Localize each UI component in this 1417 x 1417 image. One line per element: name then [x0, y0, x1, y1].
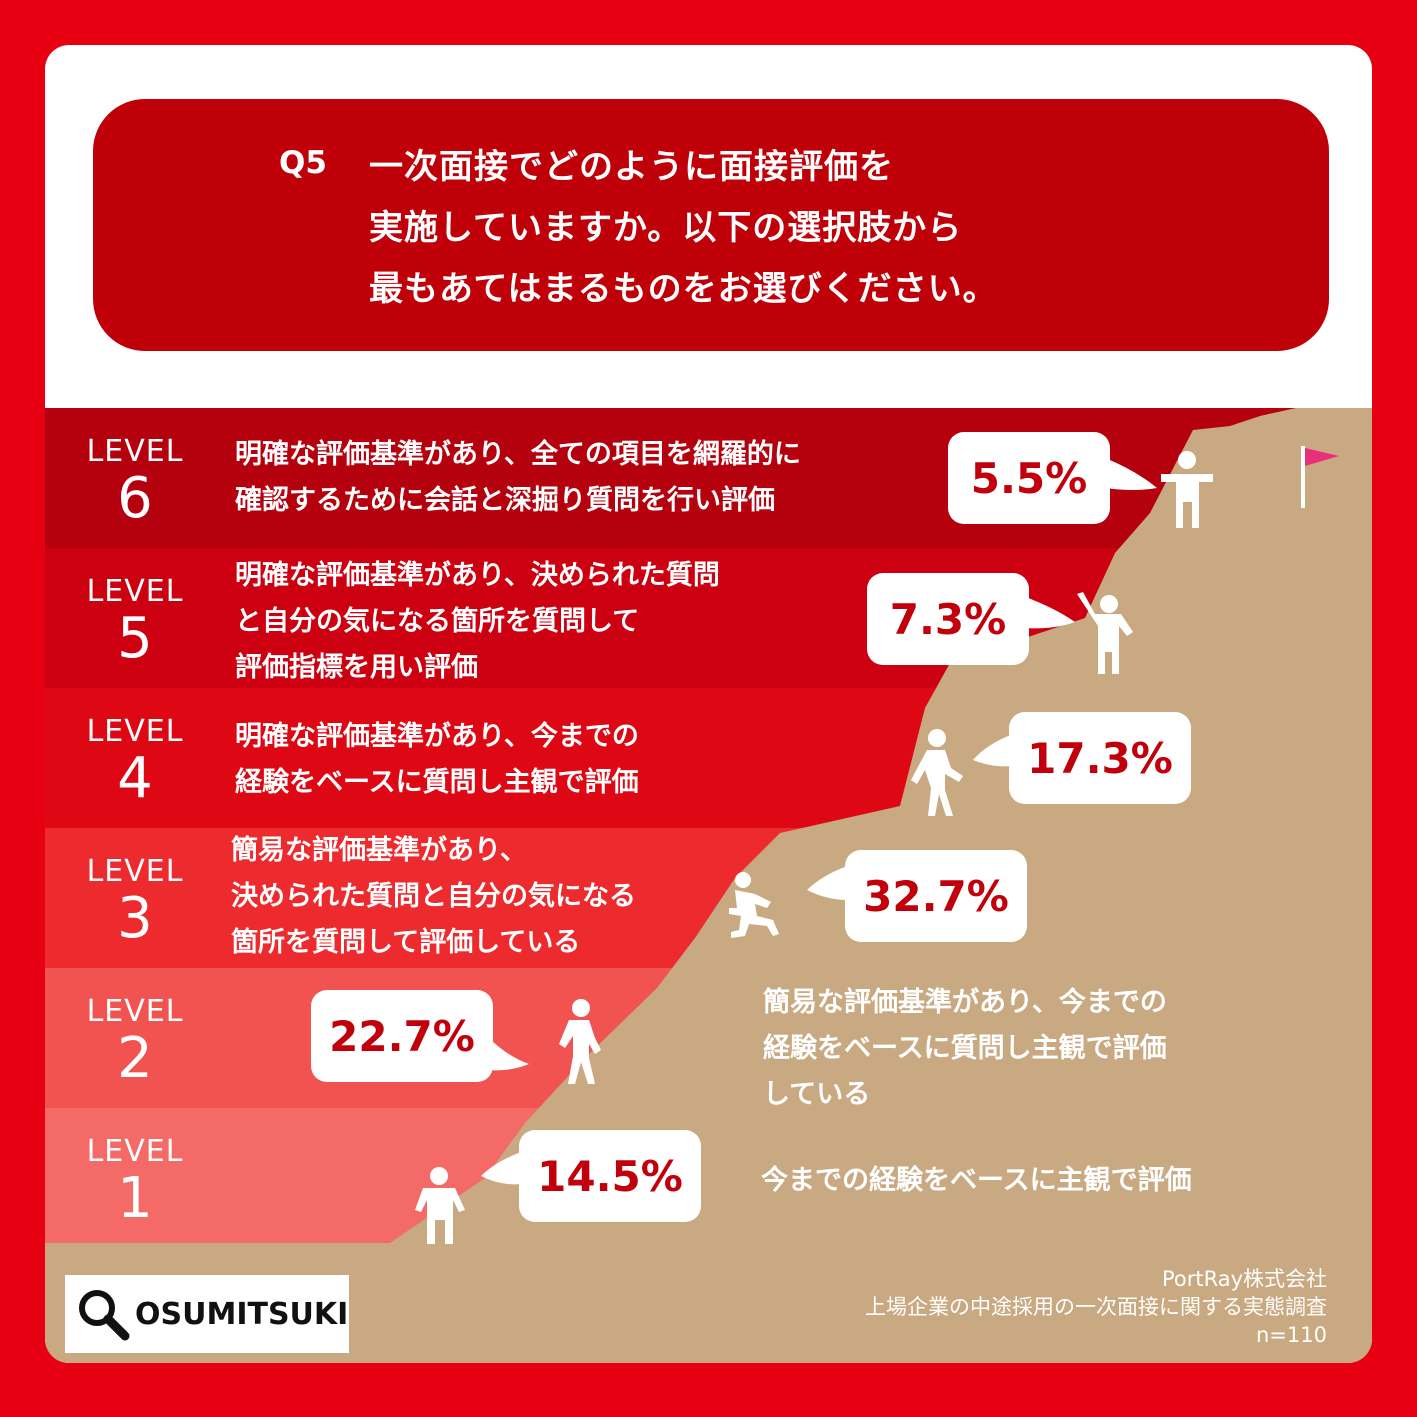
description-line: 経験をベースに質問し主観で評価	[235, 767, 639, 798]
bubble-tail	[481, 1152, 521, 1185]
description-line: 今までの経験をベースに主観で評価	[761, 1165, 1192, 1196]
level-label-4: LEVEL 4	[45, 688, 225, 809]
description-line: 明確な評価基準があり、全ての項目を網羅的に	[235, 439, 801, 470]
flag-icon	[1301, 446, 1339, 508]
source-note: PortRay株式会社 上場企業の中途採用の一次面接に関する実態調査 n=110	[865, 1265, 1327, 1349]
level-label-2: LEVEL 2	[45, 968, 225, 1089]
value-label: 7.3%	[889, 594, 1007, 644]
logo-text: OSUMITSUKI	[135, 1296, 349, 1332]
value-bubble-level-1: 14.5%	[519, 1130, 701, 1222]
value-bubble-level-6: 5.5%	[948, 432, 1110, 524]
source-company: PortRay株式会社	[1161, 1267, 1327, 1291]
bubble-tail	[807, 866, 847, 900]
level-label-1: LEVEL 1	[45, 1108, 225, 1229]
bubble-tail	[489, 1038, 529, 1071]
value-bubble-level-3: 32.7%	[845, 850, 1027, 942]
description-line: している	[763, 1079, 871, 1110]
description-line: 評価指標を用い評価	[235, 652, 478, 683]
question-number: Q5	[279, 145, 327, 181]
description-line: 簡易な評価基準があり、今までの	[763, 987, 1167, 1018]
bubble-tail	[1023, 596, 1075, 629]
person-icon	[559, 999, 601, 1084]
description-level-5: 明確な評価基準があり、決められた質問 と自分の気になる箇所を質問して 評価指標を…	[235, 553, 720, 691]
description-line: 箇所を質問して評価している	[231, 927, 581, 958]
level-number: 6	[117, 466, 153, 531]
description-line: 簡易な評価基準があり、	[231, 835, 527, 866]
source-survey: 上場企業の中途採用の一次面接に関する実態調査	[865, 1295, 1327, 1319]
value-label: 5.5%	[970, 453, 1088, 503]
level-word: LEVEL	[86, 714, 184, 749]
person-icon	[1077, 592, 1133, 674]
person-icon	[729, 872, 779, 938]
level-label-3: LEVEL 3	[45, 828, 225, 949]
description-level-4: 明確な評価基準があり、今までの 経験をベースに質問し主観で評価	[235, 714, 639, 806]
description-level-2: 簡易な評価基準があり、今までの 経験をベースに質問し主観で評価 している	[763, 980, 1167, 1118]
description-line: 明確な評価基準があり、今までの	[235, 721, 639, 752]
question-box: Q5 一次面接でどのように面接評価を 実施していますか。以下の選択肢から 最もあ…	[93, 99, 1329, 351]
value-label: 22.7%	[329, 1011, 475, 1061]
value-bubble-level-2: 22.7%	[311, 990, 493, 1082]
description-line: 明確な評価基準があり、決められた質問	[235, 560, 720, 591]
value-label: 14.5%	[537, 1151, 683, 1201]
person-icon	[911, 729, 963, 816]
value-label: 17.3%	[1027, 733, 1173, 783]
level-word: LEVEL	[86, 994, 184, 1029]
description-level-1: 今までの経験をベースに主観で評価	[761, 1158, 1192, 1204]
description-level-6: 明確な評価基準があり、全ての項目を網羅的に 確認するために会話と深掘り質問を行い…	[235, 432, 801, 524]
bubble-tail	[1105, 458, 1157, 490]
logo: OSUMITSUKI	[65, 1275, 349, 1353]
level-number: 1	[117, 1166, 153, 1231]
description-line: 決められた質問と自分の気になる	[231, 881, 636, 912]
level-label-5: LEVEL 5	[45, 548, 225, 669]
question-line-3: 最もあてはまるものをお選びください。	[369, 269, 998, 309]
value-bubble-level-5: 7.3%	[867, 573, 1029, 665]
level-label-6: LEVEL 6	[45, 408, 225, 529]
description-line: と自分の気になる箇所を質問して	[235, 606, 640, 637]
description-line: 経験をベースに質問し主観で評価	[763, 1033, 1167, 1064]
question-line-2: 実施していますか。以下の選択肢から	[369, 208, 963, 248]
level-number: 3	[117, 886, 153, 951]
level-number: 4	[117, 746, 153, 811]
person-icon	[415, 1167, 465, 1244]
level-number: 5	[117, 606, 153, 671]
description-line: 確認するために会話と深掘り質問を行い評価	[235, 485, 775, 516]
level-word: LEVEL	[86, 854, 184, 889]
description-level-3: 簡易な評価基準があり、 決められた質問と自分の気になる 箇所を質問して評価してい…	[231, 828, 636, 966]
question-line-1: 一次面接でどのように面接評価を	[369, 147, 894, 187]
level-word: LEVEL	[86, 434, 184, 469]
value-label: 32.7%	[863, 871, 1009, 921]
magnifier-icon	[79, 1290, 130, 1341]
infographic-card: Q5 一次面接でどのように面接評価を 実施していますか。以下の選択肢から 最もあ…	[45, 45, 1372, 1363]
level-word: LEVEL	[86, 1134, 184, 1169]
level-word: LEVEL	[86, 574, 184, 609]
level-number: 2	[117, 1026, 153, 1091]
sample-size: n=110	[1256, 1323, 1327, 1347]
bubble-tail	[973, 734, 1013, 767]
level-chart: LEVEL 6 LEVEL 5 LEVEL 4 LEVEL 3 LEVEL 2 …	[45, 408, 1372, 1363]
mountain-shape	[45, 408, 1372, 1363]
value-bubble-level-4: 17.3%	[1009, 712, 1191, 804]
person-icon	[1161, 451, 1213, 528]
